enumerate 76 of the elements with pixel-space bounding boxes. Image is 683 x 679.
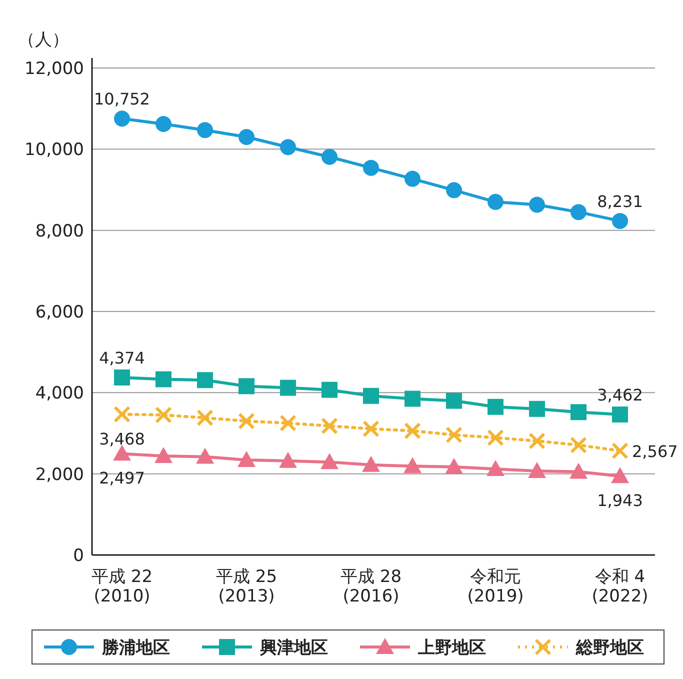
data-label: 8,231 (597, 192, 643, 211)
point (114, 369, 130, 386)
y-tick-label: 10,000 (24, 140, 84, 160)
point (404, 390, 420, 407)
point (238, 451, 256, 468)
y-tick-label: 8,000 (35, 221, 84, 242)
point (238, 412, 255, 430)
x-tick-label: 令和元 (2019) (467, 567, 524, 607)
point (197, 122, 213, 138)
point (404, 170, 420, 187)
y-tick-label: 2,000 (35, 464, 84, 485)
point (156, 116, 172, 132)
point (114, 406, 130, 423)
point (612, 406, 628, 422)
point (362, 420, 380, 438)
point (570, 404, 586, 420)
point (362, 456, 380, 472)
point (529, 196, 545, 213)
point (528, 432, 546, 450)
point (611, 467, 629, 484)
point (154, 446, 172, 463)
point (445, 458, 463, 474)
point (196, 409, 214, 426)
point (404, 457, 422, 474)
x-tick-label: 令和 4 (2022) (592, 567, 648, 607)
data-label: 2,567 (632, 442, 678, 461)
point (488, 194, 504, 210)
point (322, 148, 338, 165)
point (280, 414, 296, 432)
point (612, 442, 628, 460)
point (446, 426, 462, 444)
point (156, 371, 172, 388)
point (612, 212, 628, 229)
point (238, 378, 254, 394)
point (320, 453, 338, 470)
point (446, 182, 462, 198)
x-tick-label: 平成 22 (2010) (91, 567, 153, 607)
point (404, 422, 421, 440)
y-axis-title: （人） (18, 30, 69, 50)
point (238, 128, 254, 145)
point (196, 448, 214, 464)
x-tick-label: 平成 25 (2013) (216, 567, 278, 607)
point (570, 462, 588, 479)
point (280, 380, 296, 396)
data-label: 3,462 (597, 386, 643, 404)
legend-label: 興津地区 (259, 638, 328, 658)
data-label: 4,374 (99, 348, 145, 368)
point (488, 398, 504, 415)
point (486, 460, 504, 476)
y-tick-label: 0 (73, 546, 84, 566)
point (446, 392, 462, 409)
point (363, 160, 379, 176)
point (570, 204, 586, 220)
point (197, 372, 213, 388)
point (280, 139, 296, 156)
y-tick-label: 4,000 (35, 384, 84, 404)
data-label: 1,943 (597, 491, 643, 510)
point (487, 429, 504, 446)
y-tick-label: 6,000 (35, 302, 84, 322)
y-tick-label: 12,000 (24, 59, 84, 79)
point (279, 452, 297, 468)
data-label: 3,468 (99, 429, 145, 448)
point (529, 400, 545, 417)
point (322, 382, 338, 398)
point (321, 417, 338, 434)
point (570, 436, 587, 454)
data-label: 2,497 (99, 468, 145, 488)
legend-label: 勝浦地区 (101, 638, 170, 658)
legend-label: 上野地区 (417, 638, 486, 658)
point (114, 110, 130, 127)
data-label: 10,752 (94, 90, 150, 109)
legend-label: 総野地区 (575, 638, 644, 658)
point (528, 462, 546, 478)
point (155, 406, 172, 424)
x-tick-label: 平成 28 (2016) (340, 567, 402, 607)
point (363, 388, 379, 404)
